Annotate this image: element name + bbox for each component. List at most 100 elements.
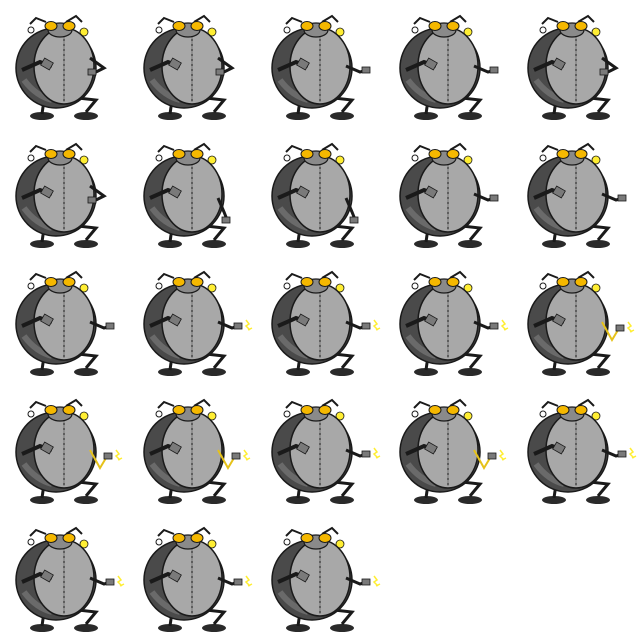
antenna-bulb [283, 538, 291, 546]
left-antenna [157, 16, 175, 25]
plug-icon [424, 313, 438, 327]
beetle-sprite [143, 526, 253, 632]
sprite-frame [0, 128, 128, 256]
right-arm [89, 449, 107, 470]
right-leg [589, 96, 611, 113]
beetle-sprite [143, 14, 235, 120]
beetle-sprite [271, 398, 381, 504]
left-foot [414, 112, 438, 120]
right-arm [601, 321, 619, 342]
right-foot [458, 240, 482, 248]
beetle-sprite [271, 14, 371, 120]
beetle-sprite [143, 142, 231, 248]
antenna-bulb [207, 283, 217, 293]
left-foot [158, 112, 182, 120]
right-antenna [193, 270, 211, 279]
antenna-bulb [591, 283, 601, 293]
socket-plug-icon [599, 68, 609, 76]
right-antenna [193, 14, 211, 23]
sprite-frame [128, 384, 256, 512]
spark-icon [372, 447, 381, 459]
sprite-frame [384, 0, 512, 128]
socket-plug-icon [105, 322, 115, 330]
left-antenna [413, 400, 431, 409]
antenna-bulb [463, 411, 473, 421]
socket-plug-icon [361, 66, 371, 74]
plug-icon [424, 185, 438, 199]
plug-icon [296, 185, 310, 199]
right-eye [318, 405, 332, 415]
left-foot [286, 368, 310, 376]
left-eye [428, 277, 442, 287]
plug-icon [424, 441, 438, 455]
left-eye [556, 149, 570, 159]
socket-plug-icon [489, 66, 499, 74]
right-leg [333, 480, 355, 497]
antenna-bulb [539, 282, 547, 290]
left-eye [172, 149, 186, 159]
left-foot [286, 112, 310, 120]
sprite-frame [256, 256, 384, 384]
left-eye [556, 277, 570, 287]
left-antenna [285, 528, 303, 537]
right-eye [190, 277, 204, 287]
left-eye [44, 405, 58, 415]
antenna-bulb [27, 282, 35, 290]
antenna-bulb [335, 539, 345, 549]
sprite-frame [384, 256, 512, 384]
right-leg [333, 224, 355, 241]
left-eye [300, 533, 314, 543]
left-antenna [157, 144, 175, 153]
sprite-frame [384, 384, 512, 512]
right-leg [77, 480, 99, 497]
right-antenna [193, 526, 211, 535]
left-antenna [29, 400, 47, 409]
sprite-frame [0, 384, 128, 512]
socket-plug-icon [105, 578, 115, 586]
socket-plug-icon [233, 578, 243, 586]
right-antenna [65, 142, 83, 151]
right-leg [461, 224, 483, 241]
plug-icon [40, 57, 54, 71]
right-foot [74, 496, 98, 504]
left-foot [30, 112, 54, 120]
right-leg [205, 480, 227, 497]
socket-plug-icon [361, 578, 371, 586]
plug-icon [552, 441, 566, 455]
right-eye [318, 277, 332, 287]
left-foot [414, 496, 438, 504]
left-antenna [541, 144, 559, 153]
spark-icon [628, 447, 637, 459]
right-foot [330, 624, 354, 632]
left-eye [300, 149, 314, 159]
sprite-frame [256, 0, 384, 128]
socket-plug-icon [617, 450, 627, 458]
beetle-sprite [527, 270, 635, 376]
left-eye [428, 149, 442, 159]
antenna-bulb [411, 282, 419, 290]
right-antenna [321, 270, 339, 279]
right-antenna [321, 398, 339, 407]
left-eye [172, 21, 186, 31]
sprite-frame [128, 0, 256, 128]
right-foot [330, 240, 354, 248]
right-foot [202, 368, 226, 376]
right-foot [458, 112, 482, 120]
antenna-bulb [591, 411, 601, 421]
sprite-frame [0, 0, 128, 128]
socket-plug-icon [487, 452, 497, 460]
right-foot [586, 112, 610, 120]
right-foot [458, 496, 482, 504]
socket-plug-icon [87, 68, 97, 76]
socket-plug-icon [233, 322, 243, 330]
antenna-bulb [155, 26, 163, 34]
antenna-bulb [155, 538, 163, 546]
antenna-bulb [283, 26, 291, 34]
plug-icon [168, 57, 182, 71]
left-eye [44, 21, 58, 31]
right-antenna [577, 14, 595, 23]
spark-icon [244, 575, 253, 587]
right-eye [318, 533, 332, 543]
beetle-sprite [399, 142, 499, 248]
antenna-bulb [207, 411, 217, 421]
